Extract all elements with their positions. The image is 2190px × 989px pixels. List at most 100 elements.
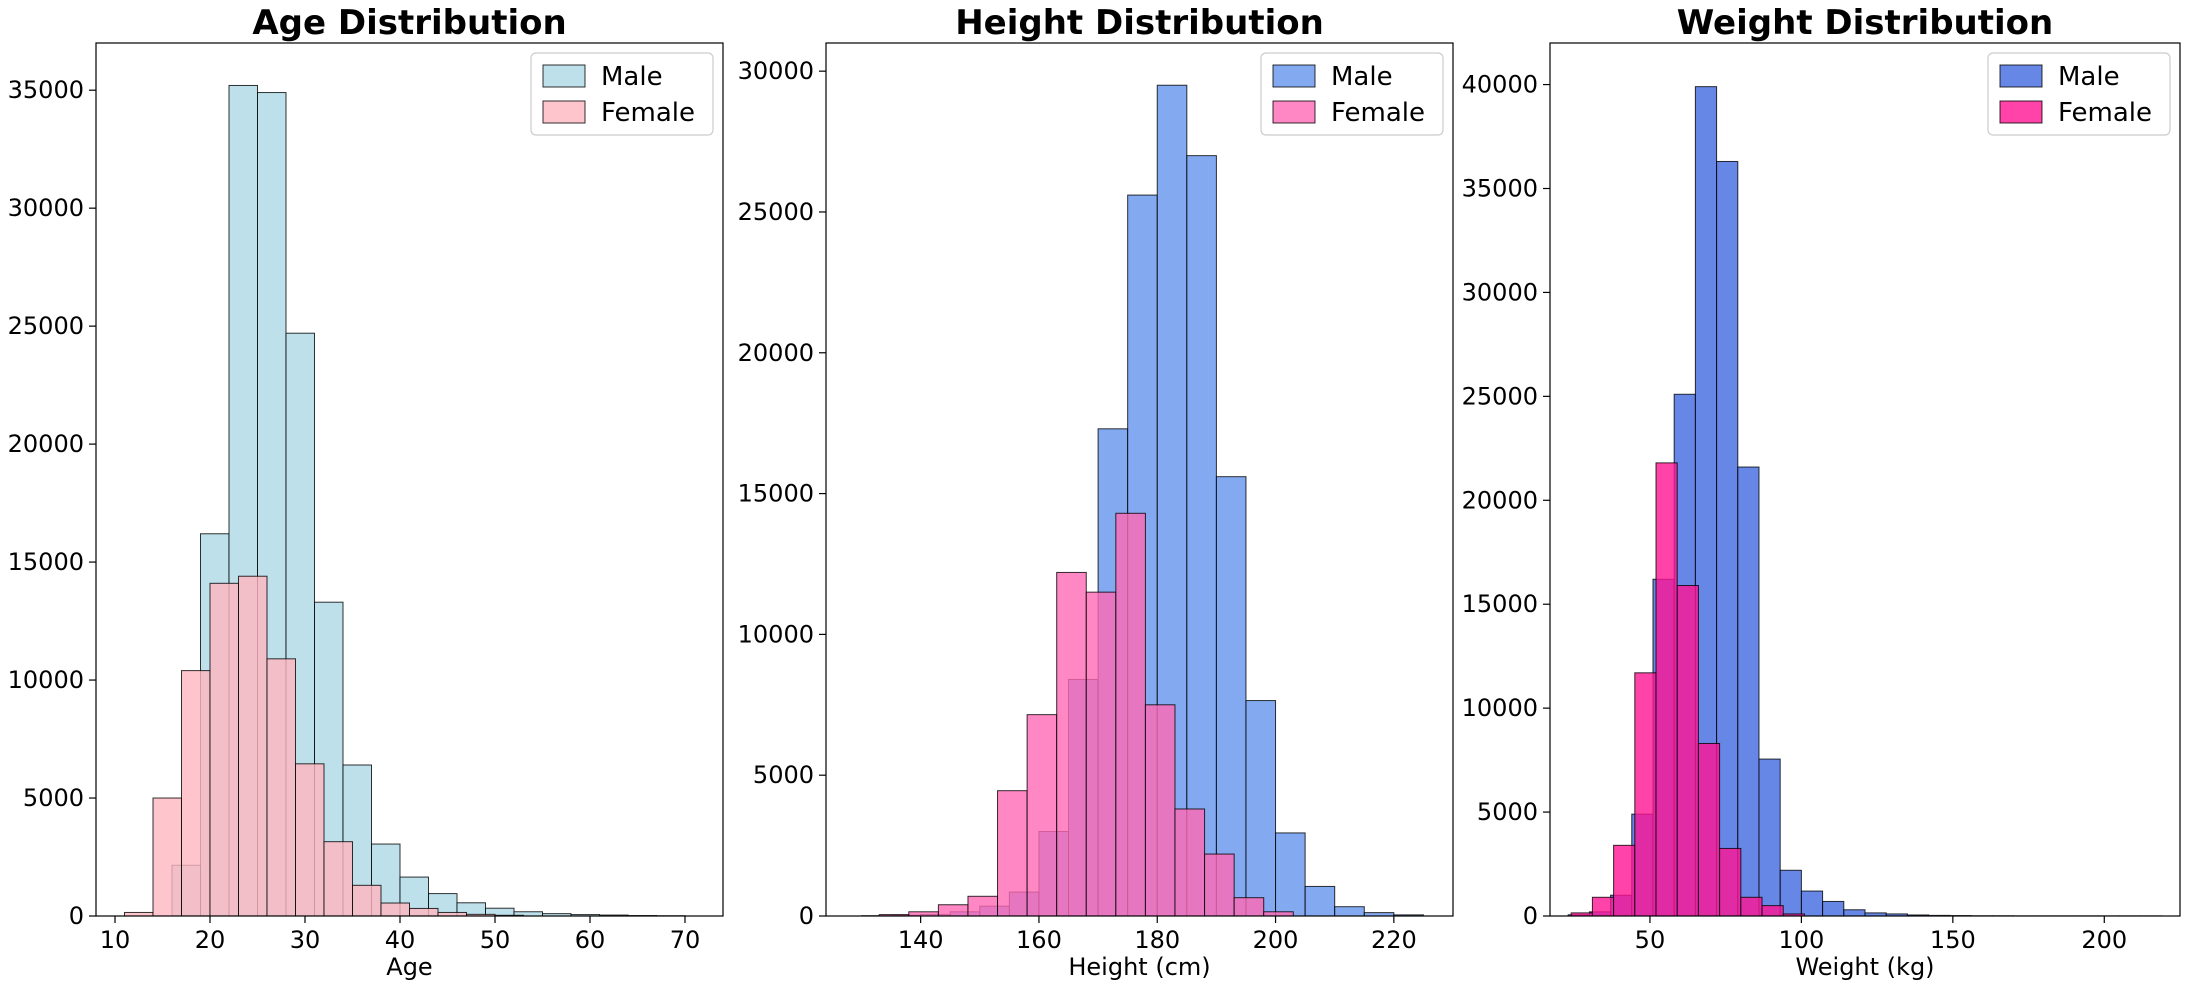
bar-female-2 [181, 670, 211, 917]
y-tick-label: 15000 [1462, 590, 1538, 618]
y-tick-label: 30000 [1462, 278, 1538, 306]
x-tick-label: 30 [290, 926, 321, 954]
legend-swatch-male [542, 64, 586, 88]
bar-male-11 [1186, 155, 1217, 917]
bar-female-3 [967, 895, 999, 917]
bar-male-14 [1275, 832, 1306, 917]
bar-female-1 [908, 911, 939, 917]
y-tick-label: 10000 [1462, 694, 1538, 722]
x-tick-label: 140 [898, 926, 944, 954]
legend: Male Female [530, 52, 714, 136]
bar-female-6 [1697, 742, 1721, 917]
legend-swatch-female [1999, 100, 2043, 124]
bar-female-7 [323, 841, 353, 917]
y-tick-label: 20000 [1462, 486, 1538, 514]
bar-male-13 [1843, 909, 1866, 917]
chart-title: Age Distribution [252, 3, 566, 43]
panel-1: 10 20 30 40 50 60 70 0 5000 10000 15000 20000 25000 3… [8, 3, 724, 981]
bar-female-9 [380, 902, 410, 917]
legend-label-female: Female [1331, 98, 1425, 128]
x-tick-label: 50 [1635, 926, 1666, 954]
series-female [124, 575, 524, 917]
bar-male-13 [1245, 700, 1277, 917]
x-tick-label: 60 [575, 926, 606, 954]
y-tick-label: 10000 [738, 620, 814, 648]
bar-female-6 [1056, 571, 1087, 917]
bar-female-4 [238, 575, 268, 917]
panel-3: 50 100 150 200 0 5000 10000 15000 20000 25000 3000… [1462, 3, 2181, 981]
legend-swatch-male [1999, 64, 2043, 88]
y-tick-label: 0 [69, 902, 84, 930]
y-tick-label: 5000 [23, 784, 84, 812]
series-female [1570, 462, 1805, 917]
y-tick-label: 25000 [1462, 382, 1538, 410]
series-female [878, 512, 1294, 917]
bar-female-9 [1144, 704, 1176, 917]
bar-female-13 [1263, 911, 1294, 917]
y-tick-label: 15000 [738, 480, 814, 508]
y-tick-label: 35000 [1462, 175, 1538, 203]
y-tick-label: 30000 [738, 57, 814, 85]
y-tick-label: 5000 [1477, 798, 1538, 826]
bar-female-2 [937, 904, 969, 917]
bar-male-12 [1215, 476, 1247, 917]
bar-female-8 [1115, 512, 1146, 917]
bar-female-9 [1761, 905, 1784, 917]
bar-female-5 [1026, 714, 1058, 917]
bar-female-1 [1591, 896, 1615, 917]
chart-title: Height Distribution [955, 3, 1324, 43]
x-tick-label: 100 [1778, 926, 1824, 954]
bar-female-3 [209, 582, 239, 917]
axes-frame [825, 42, 1454, 917]
bar-female-7 [1085, 591, 1117, 917]
y-tick-label: 10000 [8, 666, 84, 694]
bar-male-15 [1304, 885, 1336, 917]
x-axis-label: Height (cm) [1068, 953, 1210, 981]
chart-title: Weight Distribution [1677, 3, 2053, 43]
x-tick-label: 10 [100, 926, 131, 954]
x-tick-label: 200 [1253, 926, 1299, 954]
legend-label-female: Female [601, 98, 695, 128]
y-tick-label: 5000 [753, 761, 814, 789]
bar-female-11 [1204, 853, 1235, 917]
y-tick-label: 40000 [1462, 71, 1538, 99]
x-tick-label: 220 [1371, 926, 1417, 954]
bar-female-8 [352, 884, 382, 917]
y-tick-label: 25000 [738, 198, 814, 226]
bar-female-8 [1740, 896, 1763, 917]
bar-female-4 [997, 790, 1028, 917]
bar-female-3 [1634, 672, 1657, 917]
y-tick-label: 30000 [8, 194, 84, 222]
axes-frame [1549, 42, 2181, 917]
bar-female-5 [1676, 585, 1699, 917]
y-tick-label: 25000 [8, 312, 84, 340]
x-tick-label: 40 [385, 926, 416, 954]
x-axis-label: Age [386, 953, 432, 981]
legend-label-male: Male [1331, 62, 1393, 92]
y-tick-label: 35000 [8, 76, 84, 104]
bar-female-5 [266, 658, 296, 917]
panel-2: 140 160 180 200 220 0 5000 10000 15000 20000 25000… [738, 3, 1454, 981]
y-tick-label: 0 [1523, 902, 1538, 930]
x-axis-label: Weight (kg) [1795, 953, 1934, 981]
legend-label-female: Female [2058, 98, 2152, 128]
x-tick-label: 150 [1930, 926, 1976, 954]
legend-label-male: Male [2058, 62, 2120, 92]
legend: Male Female [1987, 52, 2171, 136]
x-tick-label: 180 [1134, 926, 1180, 954]
bar-female-10 [1174, 808, 1206, 917]
bar-female-6 [295, 763, 325, 917]
x-tick-label: 160 [1016, 926, 1062, 954]
bar-female-7 [1719, 847, 1742, 917]
bar-female-1 [152, 797, 182, 917]
bar-female-2 [1613, 844, 1636, 917]
bar-female-10 [409, 907, 439, 917]
bar-female-4 [1655, 462, 1678, 917]
y-tick-label: 15000 [8, 548, 84, 576]
bar-male-9 [1758, 758, 1781, 917]
x-tick-label: 70 [670, 926, 701, 954]
legend-swatch-female [1272, 100, 1316, 124]
x-tick-label: 20 [195, 926, 226, 954]
bar-male-12 [1822, 900, 1845, 917]
